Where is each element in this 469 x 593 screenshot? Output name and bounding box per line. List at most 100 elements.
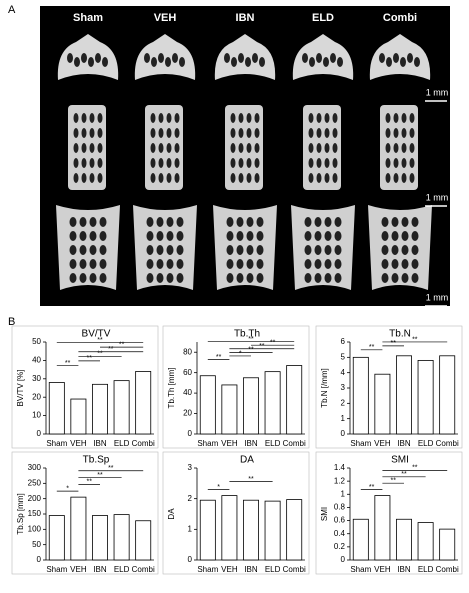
bone-pore (67, 53, 73, 63)
bar (396, 518, 412, 561)
bone-pore (226, 231, 234, 241)
chart-title: SMI (391, 455, 409, 466)
chart-title: BV/TV (82, 329, 111, 340)
bone-pore (238, 113, 244, 123)
column-label: ELD (312, 12, 334, 24)
y-axis-label: DA (167, 508, 176, 520)
bone-pore (79, 231, 87, 241)
bone-pore (246, 173, 252, 183)
y-tick-label: 0.8 (334, 503, 346, 512)
bone-pore (99, 231, 107, 241)
bone-pore (324, 231, 332, 241)
bone-pore (246, 143, 252, 153)
bone-pore (385, 128, 391, 138)
y-tick-label: 3 (188, 463, 193, 472)
bone-pore (246, 273, 254, 283)
bone-pore (391, 217, 399, 227)
chart-title: Tb.Th (234, 329, 260, 340)
y-tick-label: 0.2 (334, 542, 346, 551)
bone-pore (236, 273, 244, 283)
bone-pore (254, 158, 260, 168)
bone-pore (386, 57, 392, 67)
bone-pore (324, 173, 330, 183)
bone-pore (230, 113, 236, 123)
bone-pore (158, 173, 164, 183)
bone-pore (393, 173, 399, 183)
y-tick-label: 200 (28, 494, 42, 503)
bone-pore (381, 259, 389, 269)
bone-pore (409, 113, 415, 123)
bar (199, 499, 216, 561)
bone-pore (166, 128, 172, 138)
bone-pore (238, 158, 244, 168)
column-label: Combi (383, 12, 417, 24)
bone-pore (176, 259, 184, 269)
bar (92, 383, 108, 435)
bone-pore (314, 217, 322, 227)
significance-label: ** (390, 340, 396, 347)
bone-image (145, 105, 183, 190)
x-tick-label: IBN (93, 565, 107, 574)
y-tick-label: 150 (28, 509, 42, 518)
bone-pore (146, 259, 154, 269)
bone-pore (166, 245, 174, 255)
bone-pore (97, 143, 103, 153)
bone-pore (158, 128, 164, 138)
y-tick-label: 80 (183, 347, 192, 356)
bone-pore (246, 217, 254, 227)
bone-pore (102, 57, 108, 67)
bone-pore (381, 245, 389, 255)
bone-image (214, 34, 276, 80)
bone-pore (314, 231, 322, 241)
bone-pore (226, 273, 234, 283)
bone-pore (246, 113, 252, 123)
bone-pore (81, 113, 87, 123)
bone-pore (150, 113, 156, 123)
x-tick-label: Sham (197, 565, 218, 574)
bone-pore (393, 158, 399, 168)
bone-pore (69, 259, 77, 269)
bone-pore (156, 231, 164, 241)
bone-pore (411, 273, 419, 283)
bone-pore (316, 53, 322, 63)
chart-title: DA (240, 455, 254, 466)
x-tick-label: Combi (283, 439, 306, 448)
bone-pore (254, 113, 260, 123)
bone-pore (236, 217, 244, 227)
bone-pore (99, 273, 107, 283)
bone-pore (146, 273, 154, 283)
significance-label: ** (65, 360, 71, 367)
bone-pore (73, 128, 79, 138)
bone-pore (324, 217, 332, 227)
bone-pore (332, 158, 338, 168)
bone-pore (166, 173, 172, 183)
bone-pore (314, 259, 322, 269)
bone-image (292, 34, 354, 80)
bone-pore (74, 57, 80, 67)
y-axis-label: Tb.Th [mm] (167, 368, 176, 409)
bone-pore (158, 113, 164, 123)
x-tick-label: VEH (221, 565, 238, 574)
bone-pore (316, 113, 322, 123)
scale-bar-label: 1 mm (426, 292, 449, 302)
bone-image (380, 105, 418, 190)
significance-label: ** (97, 472, 103, 479)
y-tick-label: 0 (341, 555, 346, 564)
bone-pore (330, 53, 336, 63)
y-tick-label: 60 (183, 368, 192, 377)
bone-pore (150, 173, 156, 183)
bar (352, 518, 369, 561)
bone-pore (324, 273, 332, 283)
bone-pore (409, 173, 415, 183)
bone-pore (332, 113, 338, 123)
bone-pore (238, 173, 244, 183)
bone-pore (246, 158, 252, 168)
bone-pore (166, 231, 174, 241)
bone-pore (89, 158, 95, 168)
x-tick-label: ELD (265, 439, 281, 448)
y-tick-label: 0.4 (334, 529, 346, 538)
significance-label: ** (412, 336, 418, 343)
y-tick-label: 2 (188, 494, 193, 503)
bone-pore (174, 143, 180, 153)
bone-pore (246, 259, 254, 269)
